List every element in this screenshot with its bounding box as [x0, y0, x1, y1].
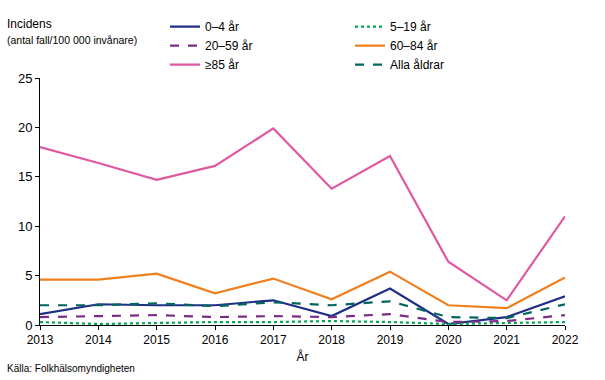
- svg-text:0: 0: [25, 318, 32, 333]
- svg-text:60–84 år: 60–84 år: [390, 39, 437, 53]
- svg-text:2013: 2013: [27, 333, 54, 347]
- svg-text:År: År: [297, 349, 309, 364]
- svg-text:≥85 år: ≥85 år: [205, 58, 239, 72]
- svg-text:2019: 2019: [377, 333, 404, 347]
- svg-text:0–4 år: 0–4 år: [205, 20, 239, 34]
- svg-text:Källa: Folkhälsomyndigheten: Källa: Folkhälsomyndigheten: [7, 363, 135, 374]
- svg-text:2016: 2016: [202, 333, 229, 347]
- svg-text:2021: 2021: [493, 333, 520, 347]
- svg-text:(antal fall/100 000 invånare): (antal fall/100 000 invånare): [7, 34, 137, 46]
- svg-text:2015: 2015: [143, 333, 170, 347]
- svg-text:2017: 2017: [260, 333, 287, 347]
- svg-text:10: 10: [18, 219, 32, 234]
- svg-text:20: 20: [18, 120, 32, 135]
- svg-text:15: 15: [18, 169, 32, 184]
- svg-text:5–19 år: 5–19 år: [390, 20, 431, 34]
- svg-text:2014: 2014: [85, 333, 112, 347]
- svg-text:25: 25: [18, 71, 32, 86]
- svg-text:2022: 2022: [552, 333, 579, 347]
- svg-text:2020: 2020: [435, 333, 462, 347]
- svg-text:20–59 år: 20–59 år: [205, 39, 252, 53]
- svg-text:Incidens: Incidens: [7, 17, 52, 31]
- svg-text:2018: 2018: [318, 333, 345, 347]
- svg-text:5: 5: [25, 268, 32, 283]
- svg-text:Alla åldrar: Alla åldrar: [390, 58, 444, 72]
